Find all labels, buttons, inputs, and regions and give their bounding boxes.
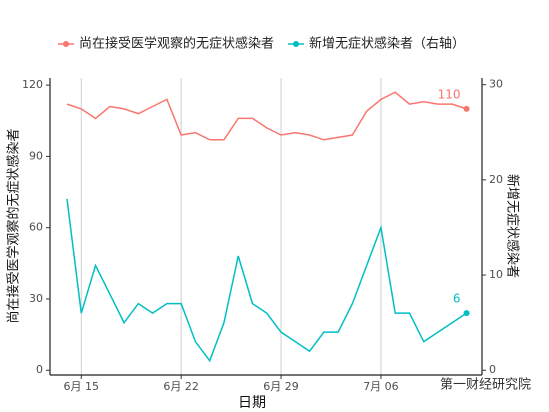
y-tick-label: 60 xyxy=(29,221,43,234)
end-point xyxy=(463,310,470,317)
end-point xyxy=(463,105,470,112)
watermark: 第一财经研究院 xyxy=(440,378,531,393)
x-tick-label: 6月 29 xyxy=(263,380,299,393)
y-axis-label: 尚在接受医学观察的无症状感染者 xyxy=(6,128,22,323)
y2-tick-label: 10 xyxy=(489,268,503,281)
y-tick-label: 0 xyxy=(36,363,43,376)
y-tick-label: 30 xyxy=(29,292,43,305)
data-label: 6 xyxy=(453,292,461,306)
x-tick-label: 6月 22 xyxy=(163,380,199,393)
y2-tick-label: 20 xyxy=(489,173,503,186)
x-tick-label: 6月 15 xyxy=(64,380,100,393)
series-line xyxy=(66,91,467,141)
x-axis-label: 日期 xyxy=(238,395,266,411)
y2-tick-label: 0 xyxy=(489,363,496,376)
y2-tick-label: 30 xyxy=(489,78,503,91)
y-tick-label: 120 xyxy=(22,78,43,91)
legend-dot xyxy=(63,41,69,47)
legend-dot xyxy=(293,41,300,47)
x-tick-label: 7月 06 xyxy=(363,380,399,393)
y2-axis-label: 新增无症状感染者 xyxy=(505,174,521,278)
y-tick-label: 90 xyxy=(29,149,43,162)
data-label: 110 xyxy=(438,87,461,101)
legend-label: 尚在接受医学观察的无症状感染者 xyxy=(79,36,274,52)
series-line xyxy=(66,198,467,363)
legend-label: 新增无症状感染者（右轴） xyxy=(309,36,465,52)
